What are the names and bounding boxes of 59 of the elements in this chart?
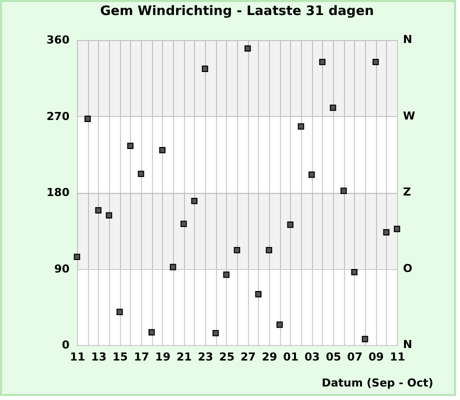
x-tick-label: 29 [262, 350, 278, 364]
point [191, 198, 198, 204]
point [298, 123, 304, 130]
x-tick-label: 07 [347, 350, 362, 364]
x-tick-label: 09 [368, 350, 384, 364]
point [394, 226, 400, 232]
x-tick-label: 05 [326, 350, 342, 364]
point [116, 308, 123, 316]
point [308, 172, 315, 178]
text: N [403, 33, 412, 46]
text: W [403, 109, 416, 122]
point [170, 264, 176, 270]
point [351, 268, 358, 276]
point [159, 146, 166, 154]
y-tick-label: 0 [62, 338, 70, 352]
x-tick-label: 25 [219, 350, 234, 364]
y-tick-label: 90 [54, 262, 70, 276]
point [95, 207, 102, 214]
point [287, 222, 294, 228]
point [255, 291, 262, 298]
y-tick-label: 270 [46, 110, 70, 123]
point [138, 170, 144, 178]
x-tick-label: 03 [304, 350, 320, 364]
text: O [403, 262, 412, 275]
point [244, 45, 251, 52]
point [362, 336, 368, 342]
point [127, 142, 134, 150]
point [148, 329, 155, 336]
x-tick-label: 23 [198, 350, 214, 364]
point [223, 272, 230, 278]
point [212, 330, 219, 336]
y-tick-label: 360 [46, 34, 70, 46]
point [180, 220, 187, 227]
text: N [403, 338, 412, 351]
point [84, 116, 91, 122]
point [383, 229, 390, 236]
y-tick-label: 180 [46, 186, 70, 199]
x-tick-label: 17 [134, 350, 150, 364]
point [340, 188, 347, 194]
point [266, 246, 272, 254]
x-tick-label: 27 [240, 350, 256, 364]
x-axis-title: Datum (Sep - Oct) [322, 376, 434, 390]
point [330, 104, 336, 111]
x-tick-label: 19 [155, 350, 170, 364]
x-tick-label: 13 [91, 350, 106, 364]
x-tick-label: 21 [176, 350, 192, 364]
point [106, 212, 112, 219]
point [319, 58, 326, 66]
point [276, 322, 283, 328]
point [74, 254, 80, 260]
text: Z [403, 186, 411, 198]
x-tick-label: 11 [70, 350, 86, 364]
point [234, 246, 240, 254]
x-tick-label: 15 [112, 350, 128, 364]
chart-title: Gem Windrichting - Laatste 31 dagen [100, 4, 374, 19]
point [372, 58, 379, 66]
point [202, 66, 208, 72]
x-tick-label: 01 [283, 350, 298, 364]
x-tick-label: 11 [390, 350, 406, 364]
